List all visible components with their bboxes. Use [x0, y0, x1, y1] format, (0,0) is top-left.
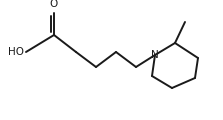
Text: N: N — [151, 50, 159, 60]
Text: HO: HO — [8, 47, 24, 57]
Text: O: O — [50, 0, 58, 9]
